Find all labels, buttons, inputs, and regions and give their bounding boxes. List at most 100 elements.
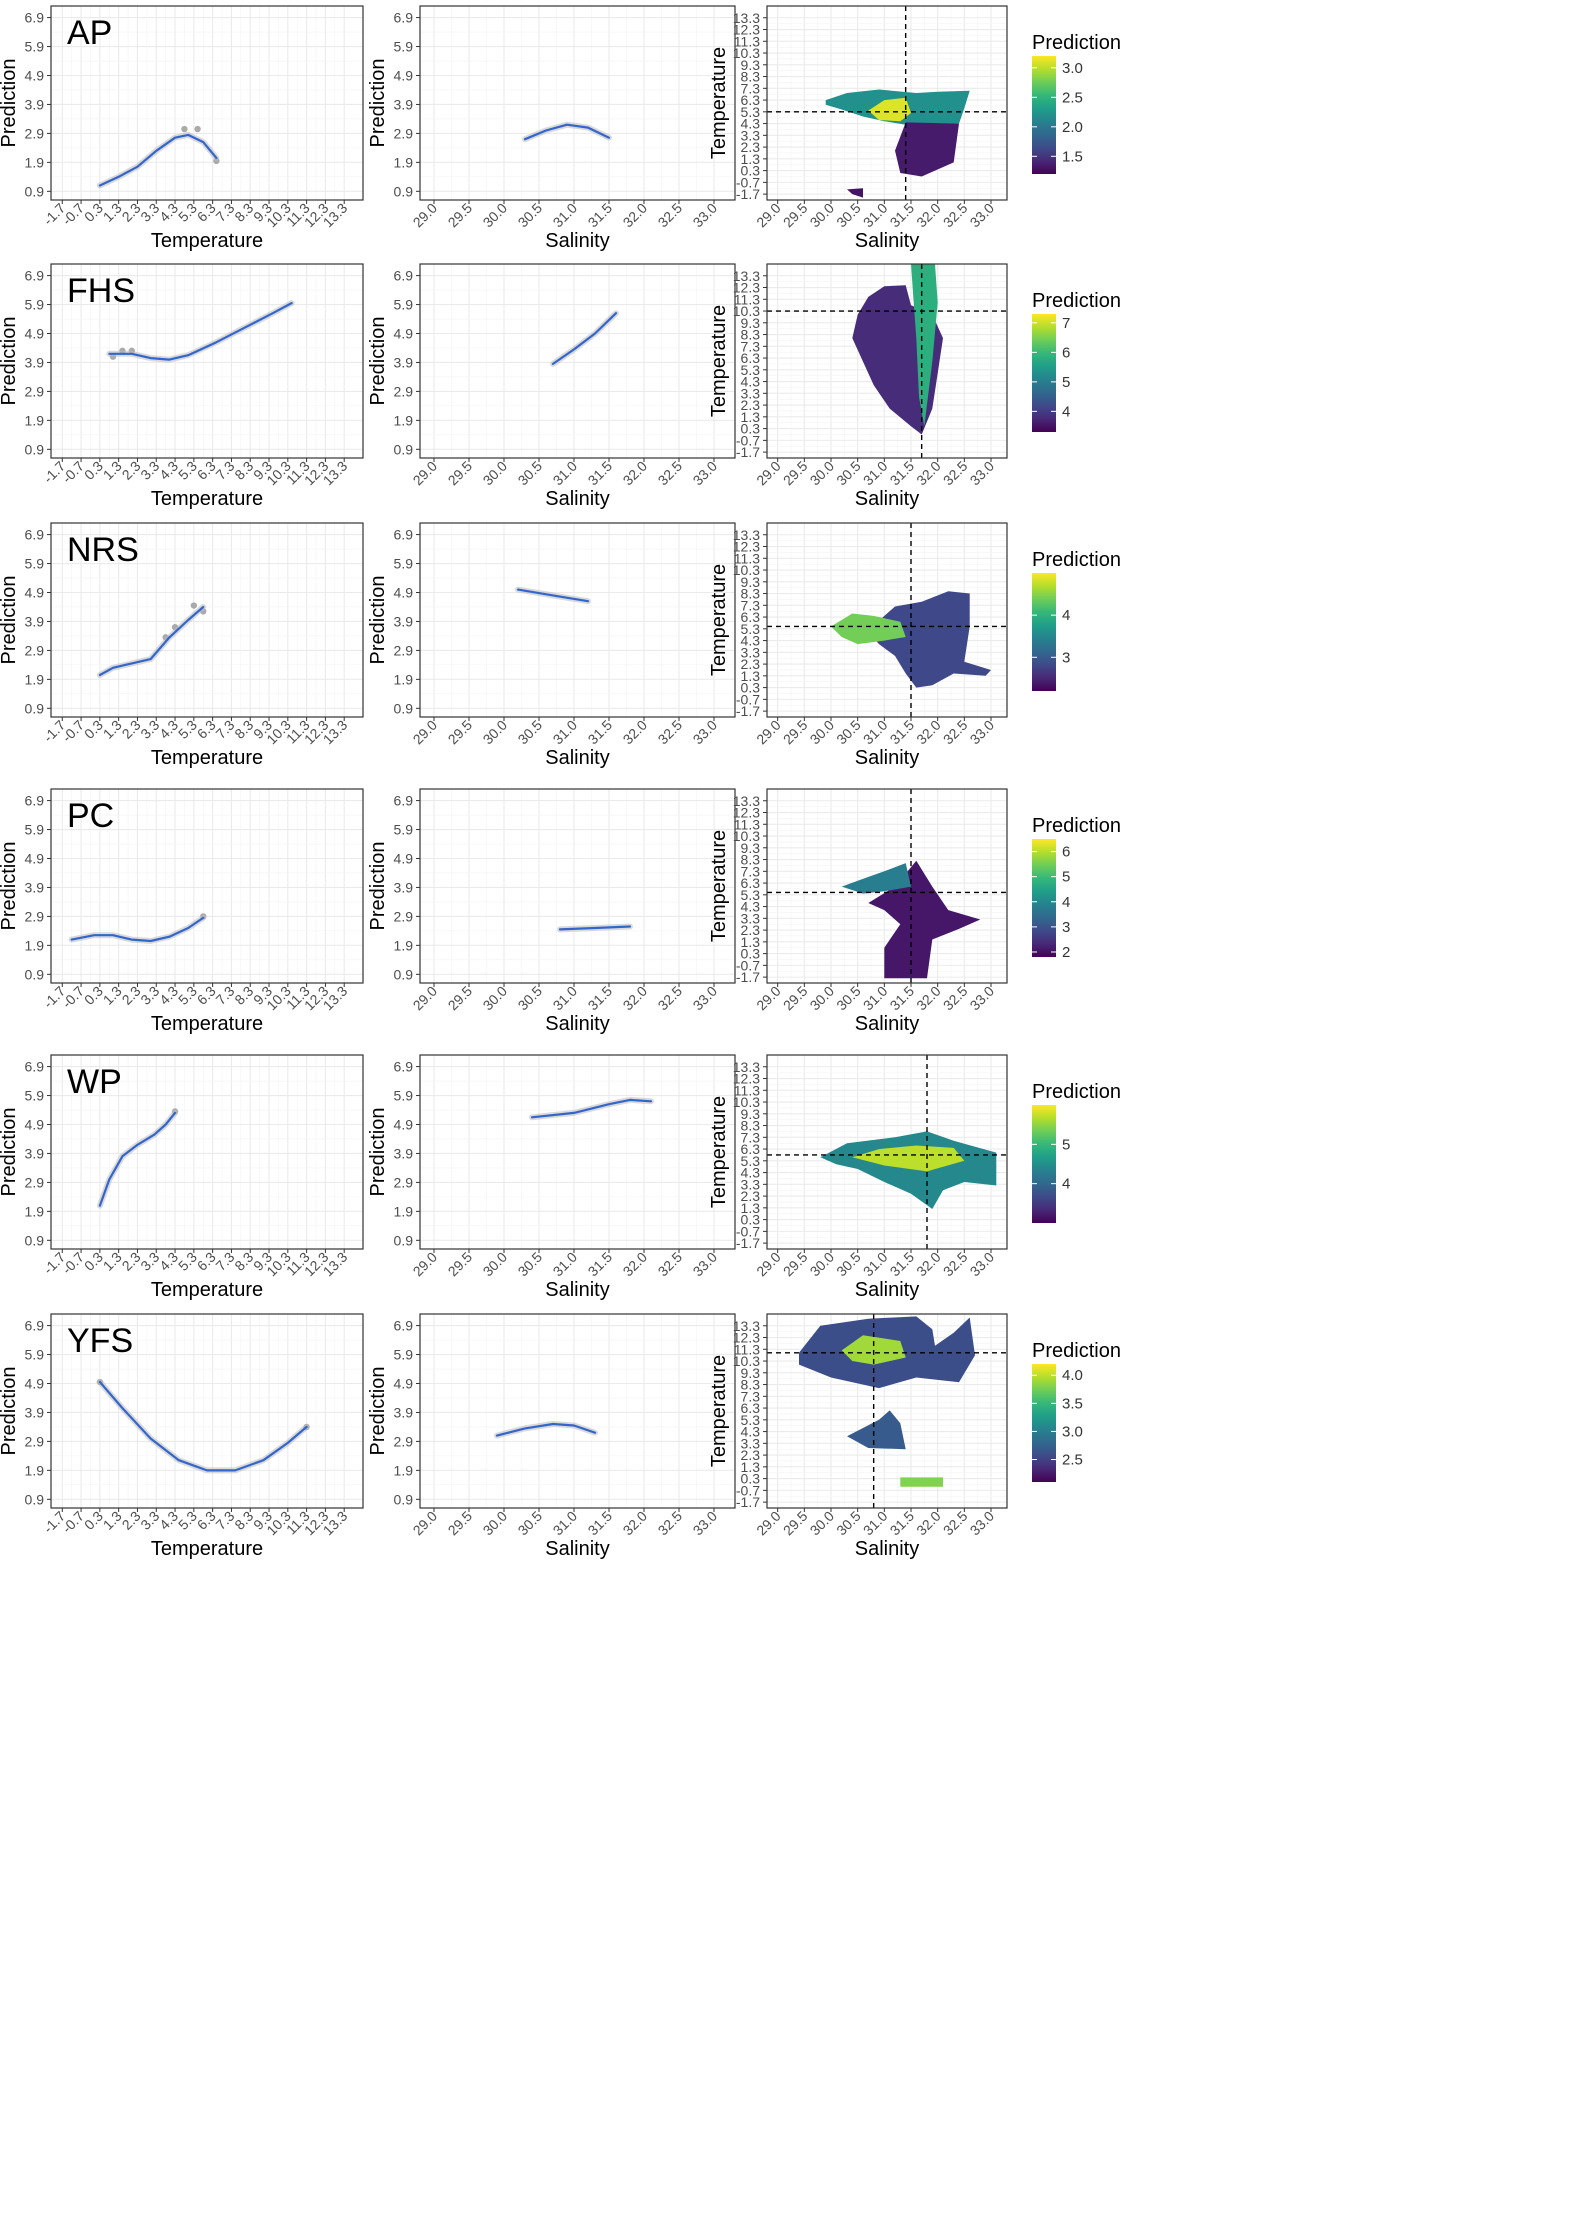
y-tick-label: 5.9: [25, 297, 45, 313]
y-tick-label: 3.9: [394, 1145, 414, 1161]
series-line: [98, 605, 205, 677]
y-tick-label: 2.9: [25, 1174, 45, 1190]
y-tick-label: 4.9: [25, 1375, 45, 1391]
y-tick-label: 4.9: [394, 1116, 414, 1132]
y-tick-label: 1.9: [25, 1203, 45, 1219]
y-axis-title: Prediction: [367, 317, 389, 406]
y-axis-title: Prediction: [0, 576, 20, 665]
y-tick-label: 13.3: [733, 268, 760, 284]
x-tick-label: 30.5: [515, 717, 546, 748]
species-label: WP: [67, 1063, 122, 1101]
y-tick-label: 1.3: [741, 409, 761, 425]
heatmap-region: [895, 122, 959, 177]
panel-border: [419, 5, 736, 201]
x-tick-label: 29.5: [445, 458, 476, 489]
y-tick-label: 3.3: [741, 644, 761, 660]
y-tick-label: 1.3: [741, 668, 761, 684]
data-point: [190, 602, 198, 609]
x-tick-label: 29.0: [753, 1508, 784, 1539]
y-tick-label: 2.9: [394, 1433, 414, 1449]
species-label: PC: [67, 797, 114, 835]
x-tick-label: 29.5: [445, 983, 476, 1014]
legend-tick-label: 2: [1062, 944, 1070, 961]
x-tick-label: 32.0: [913, 1508, 944, 1539]
y-tick-label: 1.9: [394, 1203, 414, 1219]
y-tick-label: 1.9: [25, 671, 45, 687]
legend-tick-label: 2.0: [1062, 119, 1083, 136]
panel-border: [419, 263, 736, 459]
x-tick-label: 32.0: [620, 1508, 651, 1539]
y-tick-label: 1.9: [394, 1462, 414, 1478]
x-tick-label: 30.0: [807, 717, 838, 748]
y-tick-label: 2.9: [394, 125, 414, 141]
legend-tick-label: 4: [1062, 894, 1070, 911]
x-tick-label: 32.0: [913, 1249, 944, 1280]
legend-tick-label: 5: [1062, 869, 1070, 886]
x-tick-label: 32.5: [655, 1508, 686, 1539]
x-tick-label: 31.0: [860, 200, 891, 231]
y-tick-label: 1.9: [394, 412, 414, 428]
y-tick-label: 5.9: [25, 39, 45, 55]
y-tick-label: 6.9: [394, 268, 414, 284]
y-tick-label: 2.3: [741, 1447, 761, 1463]
y-tick-label: 4.3: [741, 1165, 761, 1181]
x-tick-label: 30.5: [515, 200, 546, 231]
legend-tick-label: 3.0: [1062, 1423, 1083, 1440]
legend-tick-label: 3: [1062, 649, 1070, 666]
y-tick-label: 7.3: [741, 338, 761, 354]
y-tick-label: -1.7: [736, 969, 760, 985]
x-tick-label: 33.0: [690, 1249, 721, 1280]
panel-3-2: -1.7-0.70.31.32.33.34.35.36.37.38.39.310…: [708, 788, 1121, 1035]
panel-background: [51, 523, 363, 717]
x-tick-label: 31.0: [860, 458, 891, 489]
y-axis-title: Prediction: [0, 317, 20, 406]
series-line: [523, 123, 611, 141]
y-tick-label: -0.7: [736, 691, 760, 707]
y-tick-label: 5.9: [25, 1347, 45, 1363]
y-tick-label: 9.3: [741, 840, 761, 856]
y-axis-title: Temperature: [708, 305, 730, 417]
panel-border: [419, 1054, 736, 1250]
y-tick-label: 8.3: [741, 586, 761, 602]
panel-1-2: -1.7-0.70.31.32.33.34.35.36.37.38.39.310…: [708, 263, 1121, 510]
y-axis-title: Temperature: [708, 1096, 730, 1208]
y-tick-label: -1.7: [736, 703, 760, 719]
x-tick-label: 30.0: [807, 458, 838, 489]
panel-1-1: 0.91.92.93.94.95.96.929.0 29.5 30.0 30.5 31.…: [367, 263, 736, 510]
y-tick-label: 5.9: [394, 297, 414, 313]
series-line: [558, 925, 632, 931]
x-tick-label: 31.5: [887, 1508, 918, 1539]
x-tick-label: 31.0: [550, 1508, 581, 1539]
x-tick-label: 31.5: [585, 1249, 616, 1280]
y-tick-label: 1.9: [394, 937, 414, 953]
y-tick-label: 1.9: [394, 154, 414, 170]
series-line: [551, 312, 618, 365]
x-axis-title: Temperature: [151, 1538, 263, 1560]
y-tick-label: 10.3: [733, 1094, 760, 1110]
x-tick-label: 30.5: [833, 983, 864, 1014]
legend-colorbar: [1032, 56, 1056, 174]
x-axis-title: Salinity: [545, 230, 609, 252]
y-tick-label: 2.9: [394, 642, 414, 658]
legend-tick-label: 5: [1062, 1136, 1070, 1153]
panel-border: [766, 1054, 1008, 1250]
y-tick-label: 5.3: [741, 362, 761, 378]
y-tick-label: 5.9: [25, 1088, 45, 1104]
y-tick-label: 11.3: [734, 291, 760, 307]
x-tick-label: 33.0: [967, 1249, 998, 1280]
y-tick-label: 0.9: [25, 966, 45, 982]
x-tick-label: 31.5: [585, 717, 616, 748]
x-tick-label: 32.5: [655, 458, 686, 489]
y-tick-label: 10.3: [733, 828, 760, 844]
x-tick-label: 32.0: [620, 200, 651, 231]
x-tick-label: 33.0: [690, 200, 721, 231]
y-tick-label: 13.3: [733, 10, 760, 26]
y-tick-label: 4.3: [741, 899, 761, 915]
panel-0-2: -1.7-0.70.31.32.33.34.35.36.37.38.39.310…: [708, 5, 1121, 252]
y-tick-label: 0.9: [25, 1232, 45, 1248]
x-tick-label: 32.5: [940, 200, 971, 231]
y-tick-label: -0.7: [736, 174, 760, 190]
y-tick-label: -0.7: [736, 957, 760, 973]
y-tick-label: 1.3: [741, 1459, 761, 1475]
y-tick-label: 1.9: [25, 937, 45, 953]
